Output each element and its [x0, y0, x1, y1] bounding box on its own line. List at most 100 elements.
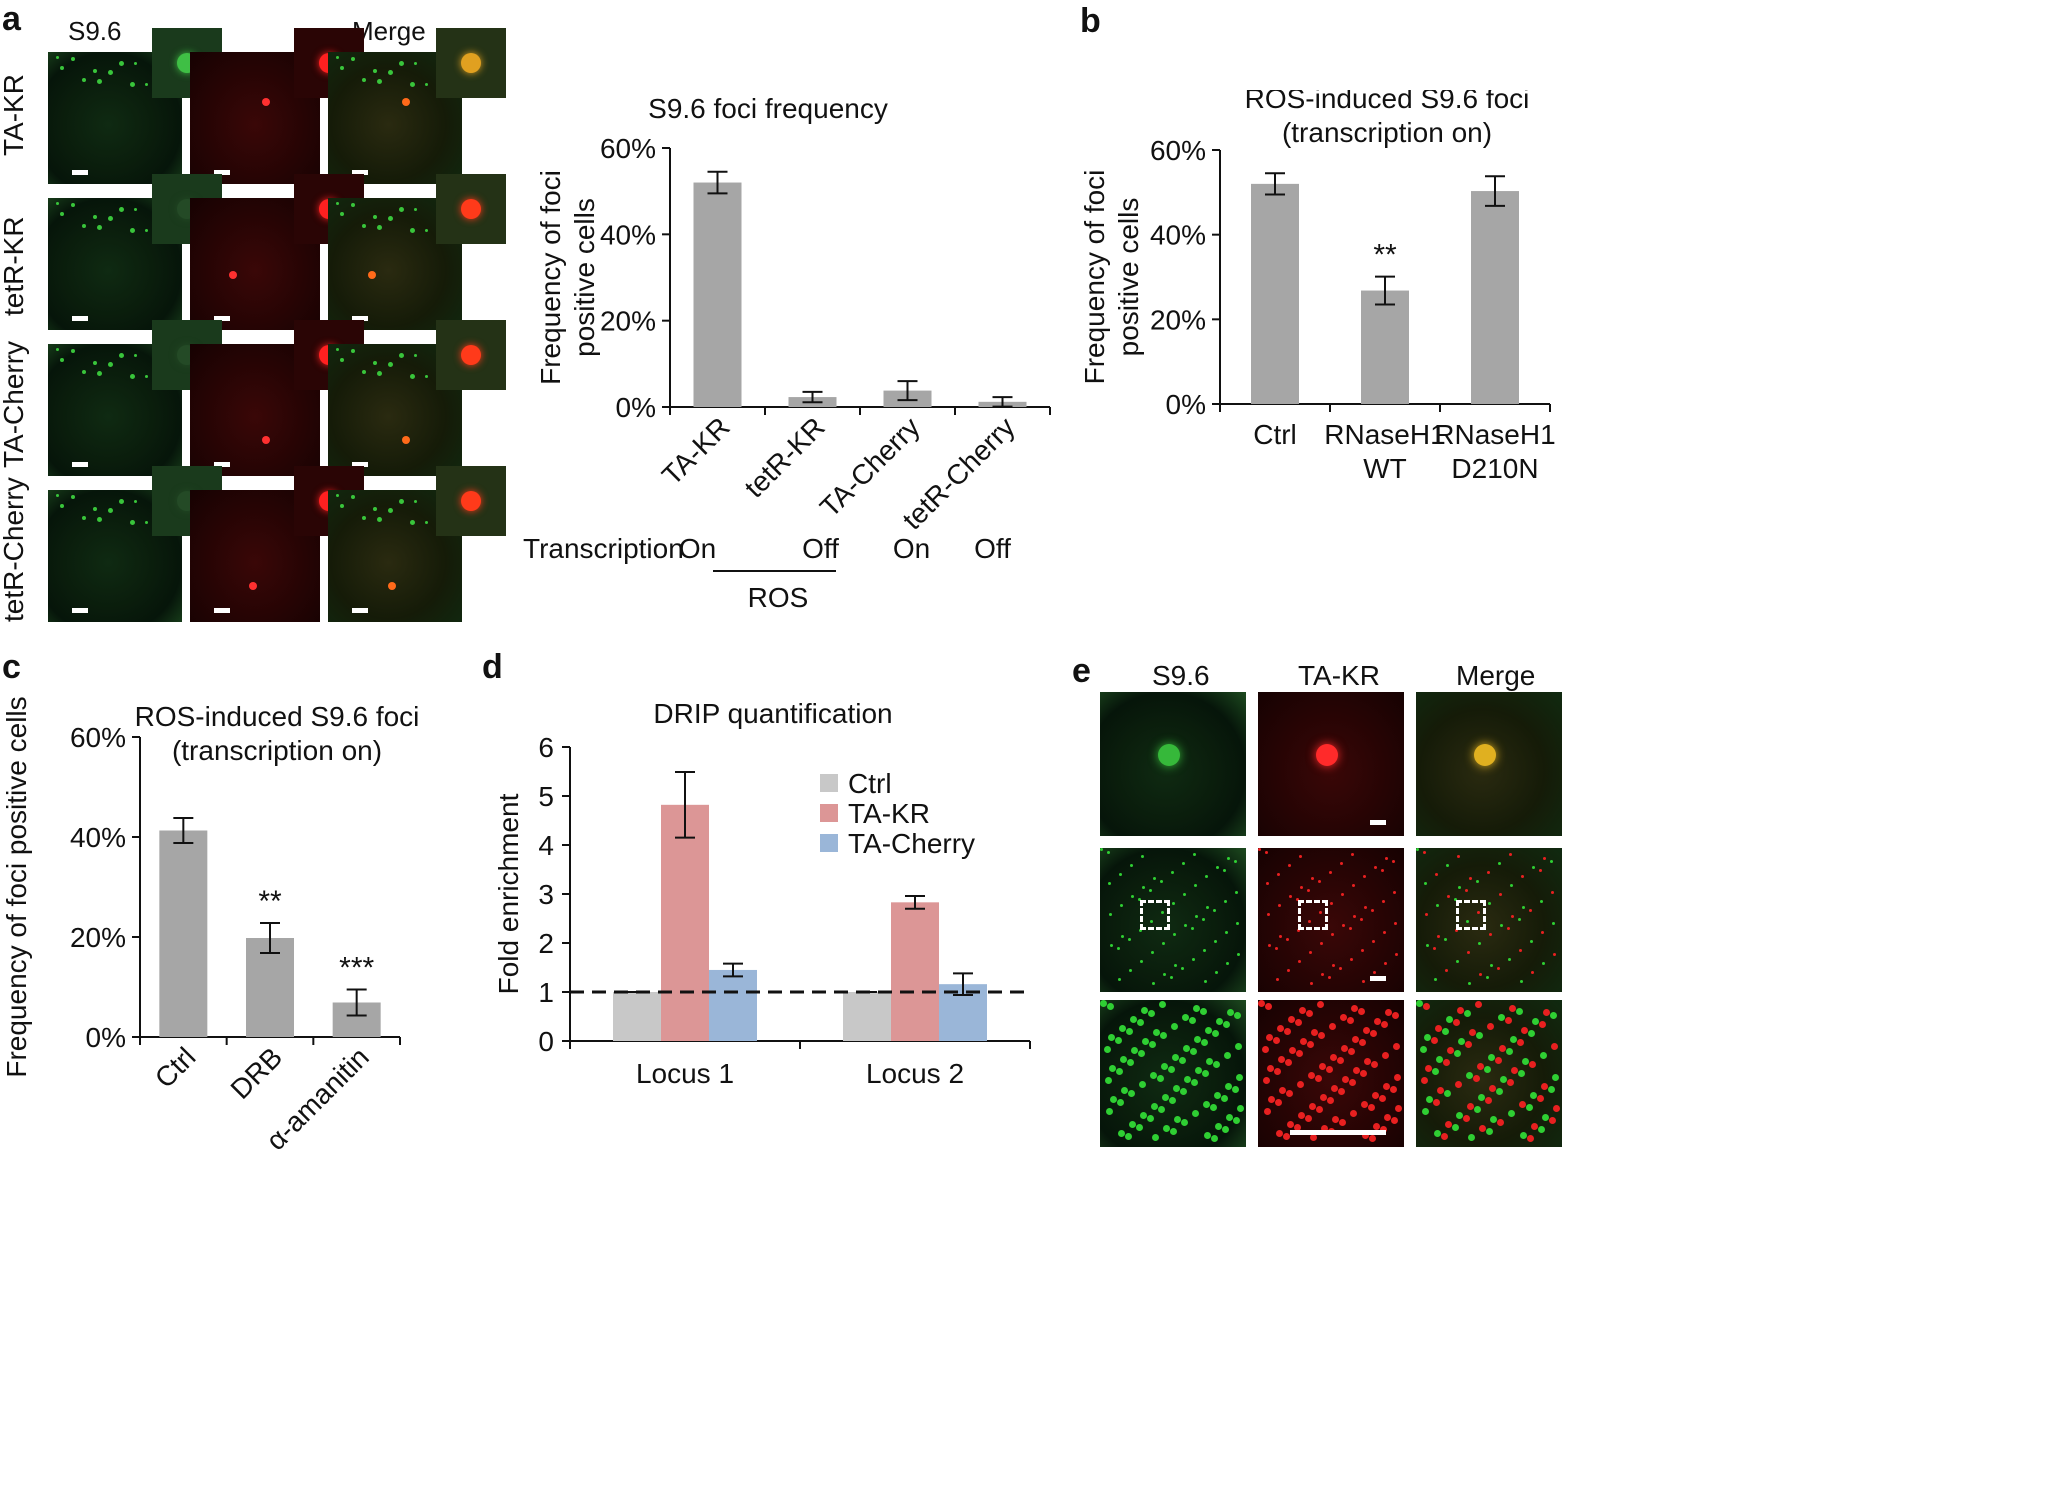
green-speck [82, 224, 86, 228]
e-particle [1277, 1025, 1284, 1032]
e-header-ta-kr: TA-KR [1298, 660, 1380, 691]
e-particle [1447, 895, 1450, 898]
e-particle [1509, 853, 1512, 856]
green-speck [388, 70, 393, 75]
green-speck [130, 374, 135, 379]
green-speck [351, 57, 355, 61]
e-particle [1530, 940, 1533, 943]
e-particle [1277, 873, 1280, 876]
e-particle [1276, 978, 1279, 981]
e-particle [1350, 958, 1353, 961]
e-particle [1298, 1112, 1305, 1119]
green-speck [130, 520, 135, 525]
e-particle [1117, 1099, 1124, 1106]
x-category-label: D210N [1451, 453, 1538, 484]
bar-ta-cherry-locus-1 [709, 969, 757, 1041]
green-speck [340, 358, 344, 362]
e-particle [1476, 1032, 1483, 1039]
e-particle [1443, 1059, 1450, 1066]
e-particle [1203, 949, 1206, 952]
e-particle [1200, 1008, 1207, 1015]
e-particle [1329, 1023, 1336, 1030]
e-particle [1172, 902, 1175, 905]
e-particle [1446, 1016, 1453, 1023]
e-particle [1370, 1030, 1377, 1037]
e-particle [1446, 864, 1449, 867]
green-speck [336, 348, 339, 351]
green-speck [377, 371, 382, 376]
legend-swatch-ta-cherry [820, 834, 838, 852]
focus-spot [368, 270, 377, 279]
e-particle [1140, 960, 1143, 963]
e-particle [1129, 969, 1132, 972]
e-particle [1110, 944, 1113, 947]
y-tick-label: 0% [1166, 389, 1206, 420]
e-particle [1361, 949, 1364, 952]
e-particle [1526, 1104, 1533, 1111]
e-particle [1340, 1014, 1347, 1021]
x-category-label: tetR-KR [738, 411, 830, 503]
e-particle [1234, 860, 1237, 863]
green-speck [373, 507, 377, 511]
scale-bar [352, 170, 368, 175]
e-header-s96: S9.6 [1152, 660, 1210, 691]
e-particle [1431, 1037, 1438, 1044]
e-particle [1276, 1130, 1283, 1137]
e-particle [1311, 877, 1314, 880]
e-particle [1508, 1110, 1515, 1117]
e-particle [1182, 862, 1185, 865]
e-particle [1193, 853, 1196, 856]
e-particle [1149, 889, 1152, 892]
e-particle [1210, 1104, 1217, 1111]
e-particle [1160, 880, 1163, 883]
e-particle [1320, 1094, 1327, 1101]
e-particle [1279, 1087, 1286, 1094]
y-tick-label: 2 [538, 928, 554, 959]
e-particle [1109, 913, 1112, 916]
e-particle [1352, 1036, 1359, 1043]
e-particle [1181, 1119, 1188, 1126]
e-focus-spot [1474, 744, 1496, 766]
e-particle [1445, 1121, 1452, 1128]
e-particle [1288, 1016, 1295, 1023]
e-particle [1511, 1067, 1518, 1074]
e-particle [1457, 855, 1460, 858]
e-particle [1100, 848, 1103, 851]
e-particle [1381, 869, 1384, 872]
e-particle [1205, 875, 1208, 878]
e-particle [1488, 902, 1491, 905]
e-particle [1478, 942, 1481, 945]
e-particle [1211, 1135, 1218, 1142]
inset-focus-spot [461, 199, 481, 219]
e-particle [1425, 913, 1428, 916]
error-bar [707, 170, 728, 195]
green-speck [130, 82, 135, 87]
e-particle [1466, 1072, 1473, 1079]
e-particle [1363, 1027, 1370, 1034]
e-particle [1158, 1106, 1165, 1113]
e-particle [1511, 915, 1514, 918]
panel-letter-d: d [482, 648, 503, 686]
e-micrograph-tile [1416, 1000, 1562, 1147]
bar-ctrl-locus-1 [613, 992, 661, 1041]
chart-d: DRIP quantification Fold enrichment 0 1 2 3 4 5… [493, 698, 1031, 1089]
e-particle [1510, 884, 1513, 887]
e-particle [1530, 1092, 1537, 1099]
e-particle [1435, 873, 1438, 876]
e-particle [1538, 1126, 1545, 1133]
green-speck [93, 69, 97, 73]
e-particle [1339, 1119, 1346, 1126]
e-particle [1487, 871, 1490, 874]
y-tick-label: 4 [538, 830, 554, 861]
e-particle [1421, 1077, 1428, 1084]
e-particle [1128, 1090, 1135, 1097]
e-particle [1235, 891, 1238, 894]
bar-ta-kr-locus-1 [661, 804, 709, 1041]
e-particle [1441, 1133, 1448, 1140]
green-speck [60, 358, 64, 362]
e-particle [1225, 1083, 1232, 1090]
e-particle [1289, 895, 1292, 898]
error-bar [675, 770, 695, 839]
e-particle [1309, 1103, 1316, 1110]
e-particle [1550, 860, 1553, 863]
